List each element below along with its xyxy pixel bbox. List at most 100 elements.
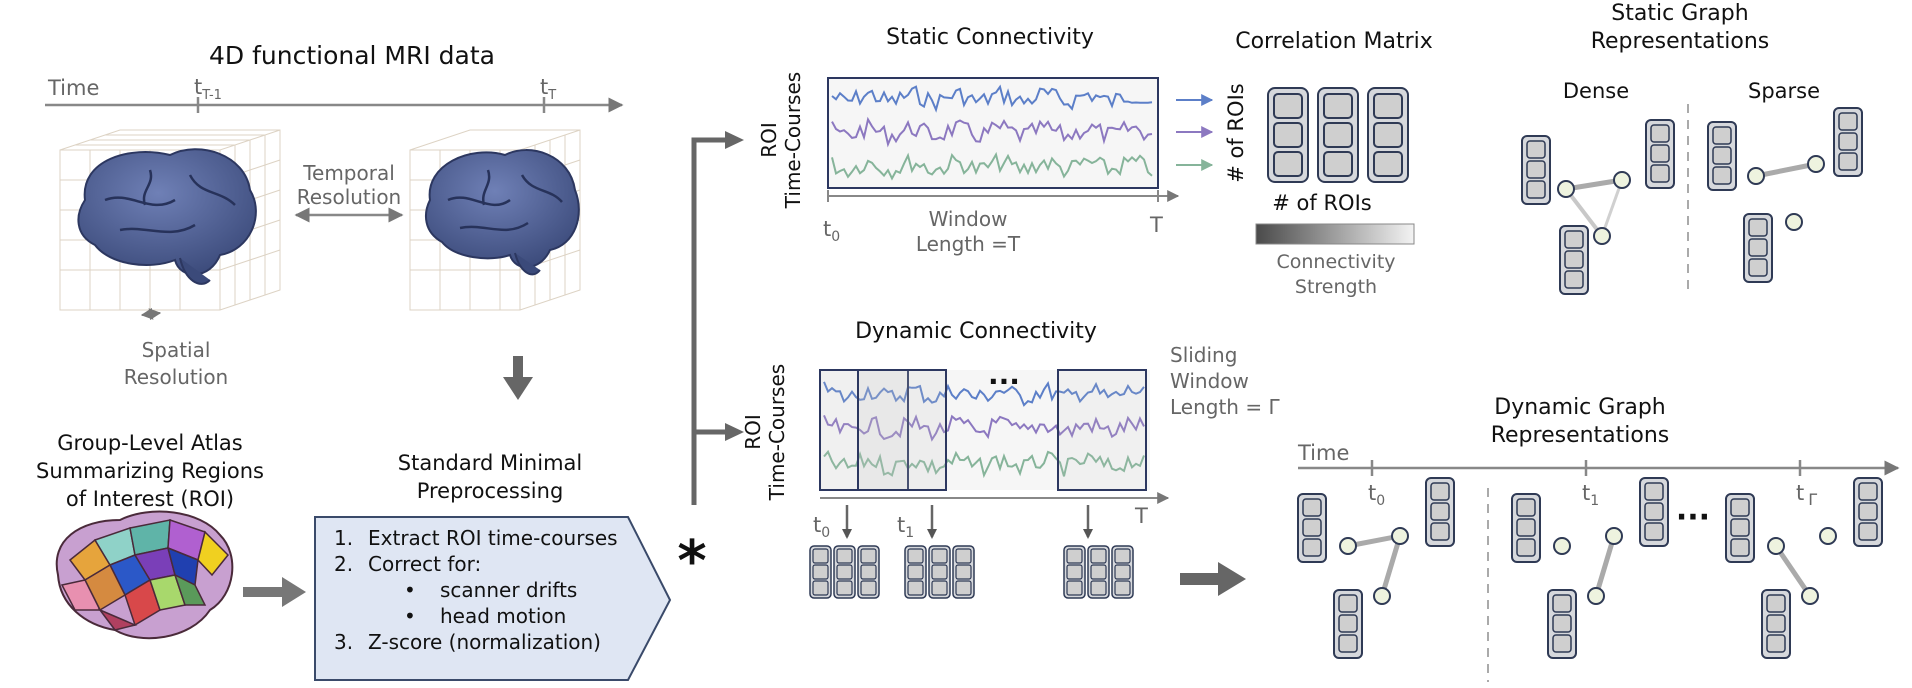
graph-node — [1767, 537, 1785, 555]
dyn-matrix-cell — [931, 580, 948, 596]
prep-bullet-2: head motion — [440, 604, 566, 628]
tick-t-label: tT — [540, 75, 556, 103]
corr-cell — [1373, 122, 1403, 148]
node-cell — [1302, 498, 1322, 517]
temporal-resolution-label-1: Temporal — [302, 161, 395, 185]
sliding-label-1: Sliding — [1170, 343, 1237, 367]
dg-dots: ··· — [1676, 500, 1710, 535]
graph-node — [1807, 155, 1825, 173]
corr-cell — [1373, 151, 1403, 177]
static-graph-nodes — [1521, 107, 1863, 295]
corr-matrix-grid — [1267, 87, 1409, 183]
dynamic-series-purple — [823, 414, 1145, 442]
node-cell — [1564, 270, 1584, 289]
prep-num-1: 1. — [334, 526, 353, 550]
dyn-matrix-cell — [1114, 548, 1131, 564]
spatial-resolution-label-2: Resolution — [124, 365, 229, 389]
dyn-matrix-cell — [1090, 548, 1107, 564]
window-1 — [819, 369, 909, 491]
node-cell — [1730, 538, 1750, 557]
corr-title: Correlation Matrix — [1235, 29, 1433, 54]
static-series-green — [831, 151, 1153, 181]
dynamic-corr-matrices — [809, 545, 1134, 599]
correlation-matrix-section: Correlation Matrix # of ROIs # of ROIs C… — [1224, 29, 1433, 298]
graph-edge — [1600, 179, 1624, 237]
dynamic-graph-title-1: Dynamic Graph — [1494, 395, 1666, 420]
node-cell — [1766, 594, 1786, 613]
graph-node — [1373, 587, 1391, 605]
static-title: Static Connectivity — [886, 25, 1094, 50]
down-arrow — [503, 356, 533, 400]
prep-bullet-symbol-2: • — [404, 604, 416, 628]
static-graph-title-2: Representations — [1591, 29, 1770, 54]
node-cell — [1766, 614, 1786, 633]
atlas-label-1: Group-Level Atlas — [57, 431, 243, 455]
node-cell — [1526, 160, 1546, 179]
temporal-resolution-label-2: Resolution — [297, 185, 402, 209]
node-cell — [1858, 522, 1878, 541]
dg-t1-label: t1 — [1582, 481, 1599, 509]
atlas-label-3: of Interest (ROI) — [66, 487, 234, 511]
corr-colorbar — [1255, 223, 1415, 245]
dynamic-title: Dynamic Connectivity — [855, 319, 1097, 344]
node-cell — [1526, 180, 1546, 199]
static-window-label-1: Window — [929, 207, 1008, 231]
dynamic-series-green — [823, 449, 1145, 479]
dynamic-dots: ... — [988, 358, 1020, 391]
dynamic-to-graph-arrow — [1180, 562, 1246, 596]
node-cell — [1712, 166, 1732, 185]
static-connectivity-section: Static Connectivity ROI Time-Courses t0 … — [757, 25, 1214, 256]
corr-cell — [1373, 93, 1403, 119]
node-cell — [1302, 538, 1322, 557]
dyn-matrix-cell — [812, 580, 829, 596]
fmri-section: 4D functional MRI data Time tT-1 tT Temp… — [45, 41, 624, 400]
corr-colorbar-label-1: Connectivity — [1276, 251, 1395, 273]
static-t0-label: t0 — [823, 217, 840, 245]
graph-edge — [1564, 187, 1604, 238]
node-cell — [1552, 614, 1572, 633]
prep-step-3: Z-score (normalization) — [368, 630, 601, 654]
preprocessing-section: Standard Minimal Preprocessing 1. Extrac… — [314, 451, 707, 681]
node-cell — [1516, 518, 1536, 537]
node-cell — [1748, 238, 1768, 257]
graph-node — [1339, 537, 1357, 555]
dynamic-connectivity-section: Dynamic Connectivity ROI Time-Courses ..… — [741, 319, 1280, 599]
graph-node — [1557, 180, 1575, 198]
node-cell — [1564, 230, 1584, 249]
atlas-section: Group-Level Atlas Summarizing Regions of… — [36, 431, 306, 640]
node-cell — [1748, 218, 1768, 237]
dyn-matrix-cell — [907, 580, 924, 596]
dyn-matrix-cell — [860, 548, 877, 564]
graph-edge — [1593, 535, 1617, 597]
dyn-matrix-cell — [955, 548, 972, 564]
prep-box — [314, 516, 672, 681]
spatial-resolution-label-1: Spatial — [142, 338, 211, 362]
node-cell — [1302, 518, 1322, 537]
graph-node — [1819, 527, 1837, 545]
node-cell — [1644, 482, 1664, 501]
node-cell — [1644, 502, 1664, 521]
dynamic-bg — [820, 370, 1150, 490]
atlas-brain-image — [55, 510, 234, 640]
graph-node — [1605, 527, 1623, 545]
node-cell — [1730, 498, 1750, 517]
corr-cell — [1323, 151, 1353, 177]
prep-bullet-1: scanner drifts — [440, 578, 577, 602]
prep-step-1: Extract ROI time-courses — [368, 526, 618, 550]
node-cell — [1526, 140, 1546, 159]
atlas-to-prep-arrow — [243, 577, 306, 607]
dyn-matrix-cell — [1090, 564, 1107, 580]
window-3 — [1057, 369, 1147, 491]
node-cell — [1858, 502, 1878, 521]
static-graph-section: Static Graph Representations Dense Spars… — [1521, 1, 1863, 296]
static-series-purple — [831, 116, 1153, 148]
brain-volume-1 — [59, 129, 281, 311]
graph-node — [1747, 167, 1765, 185]
node-cell — [1712, 126, 1732, 145]
graph-edge — [1755, 161, 1817, 179]
prep-num-3: 3. — [334, 630, 353, 654]
prep-num-2: 2. — [334, 552, 353, 576]
atlas-label-2: Summarizing Regions — [36, 459, 264, 483]
sliding-label-2: Window — [1170, 369, 1249, 393]
